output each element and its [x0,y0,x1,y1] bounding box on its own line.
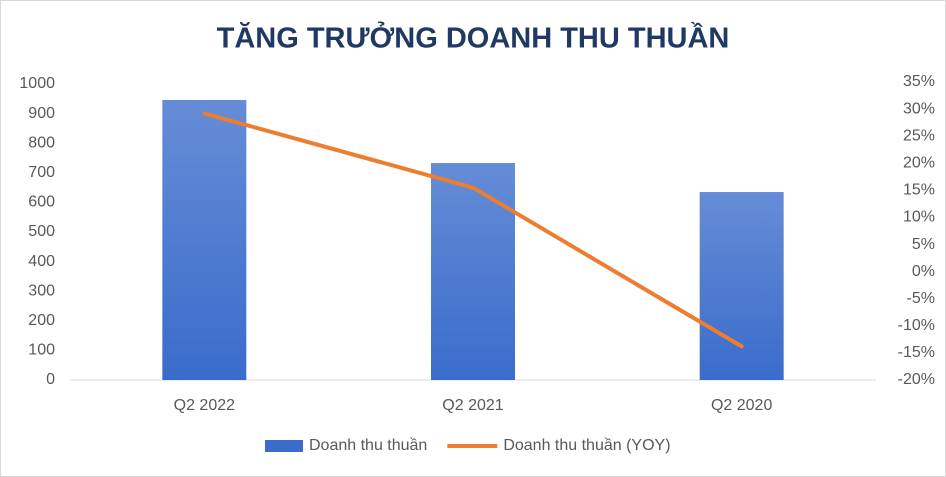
y2-tick-label: 10% [903,209,935,226]
y2-tick-label: 20% [903,154,935,171]
y2-tick-label: 5% [912,236,935,253]
legend-swatch [265,440,303,452]
x-tick-label: Q2 2022 [174,397,235,414]
y-tick-label: 500 [28,223,55,240]
legend-label: Doanh thu thuần (YOY) [503,437,670,454]
y2-tick-label: 15% [903,182,935,199]
y2-tick-label: 0% [912,263,935,280]
y2-tick-label: -20% [898,371,935,388]
y2-tick-label: 25% [903,127,935,144]
y-tick-label: 200 [28,312,55,329]
bar [699,192,784,380]
y-tick-label: 400 [28,253,55,270]
x-tick-label: Q2 2021 [442,397,503,414]
y-tick-label: 100 [28,342,55,359]
y-tick-label: 900 [28,105,55,122]
y-tick-label: 600 [28,194,55,211]
bar [162,99,247,380]
legend-label: Doanh thu thuần [309,437,427,454]
y-tick-label: 0 [46,371,55,388]
y2-tick-label: -10% [898,317,935,334]
y-tick-label: 800 [28,134,55,151]
x-tick-label: Q2 2020 [711,397,772,414]
chart-title: TĂNG TRƯỞNG DOANH THU THUẦN [217,21,730,55]
y2-tick-label: 35% [903,73,935,90]
y-tick-label: 300 [28,282,55,299]
y-tick-label: 1000 [19,75,55,92]
bar [431,163,515,380]
y-tick-label: 700 [28,164,55,181]
y2-tick-label: 30% [903,100,935,117]
y2-tick-label: -5% [907,290,935,307]
y2-tick-label: -15% [898,344,935,361]
line [202,111,744,349]
